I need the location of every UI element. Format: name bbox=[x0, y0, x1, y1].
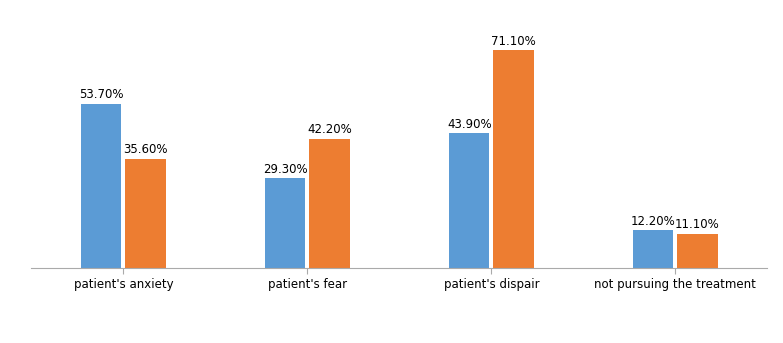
Text: 71.10%: 71.10% bbox=[491, 35, 536, 48]
Text: 35.60%: 35.60% bbox=[123, 143, 168, 156]
Bar bbox=[633, 230, 673, 268]
Text: 43.90%: 43.90% bbox=[447, 118, 492, 131]
Text: 12.20%: 12.20% bbox=[631, 215, 676, 228]
Text: 29.30%: 29.30% bbox=[263, 163, 308, 176]
Bar bbox=[677, 234, 718, 268]
Text: 42.20%: 42.20% bbox=[307, 123, 352, 136]
Bar bbox=[265, 178, 305, 268]
Bar bbox=[449, 133, 489, 268]
Text: 11.10%: 11.10% bbox=[675, 218, 720, 231]
Bar bbox=[493, 50, 534, 268]
Text: 53.70%: 53.70% bbox=[79, 88, 124, 101]
Bar bbox=[309, 139, 350, 268]
Bar bbox=[81, 104, 121, 268]
Bar bbox=[125, 159, 166, 268]
